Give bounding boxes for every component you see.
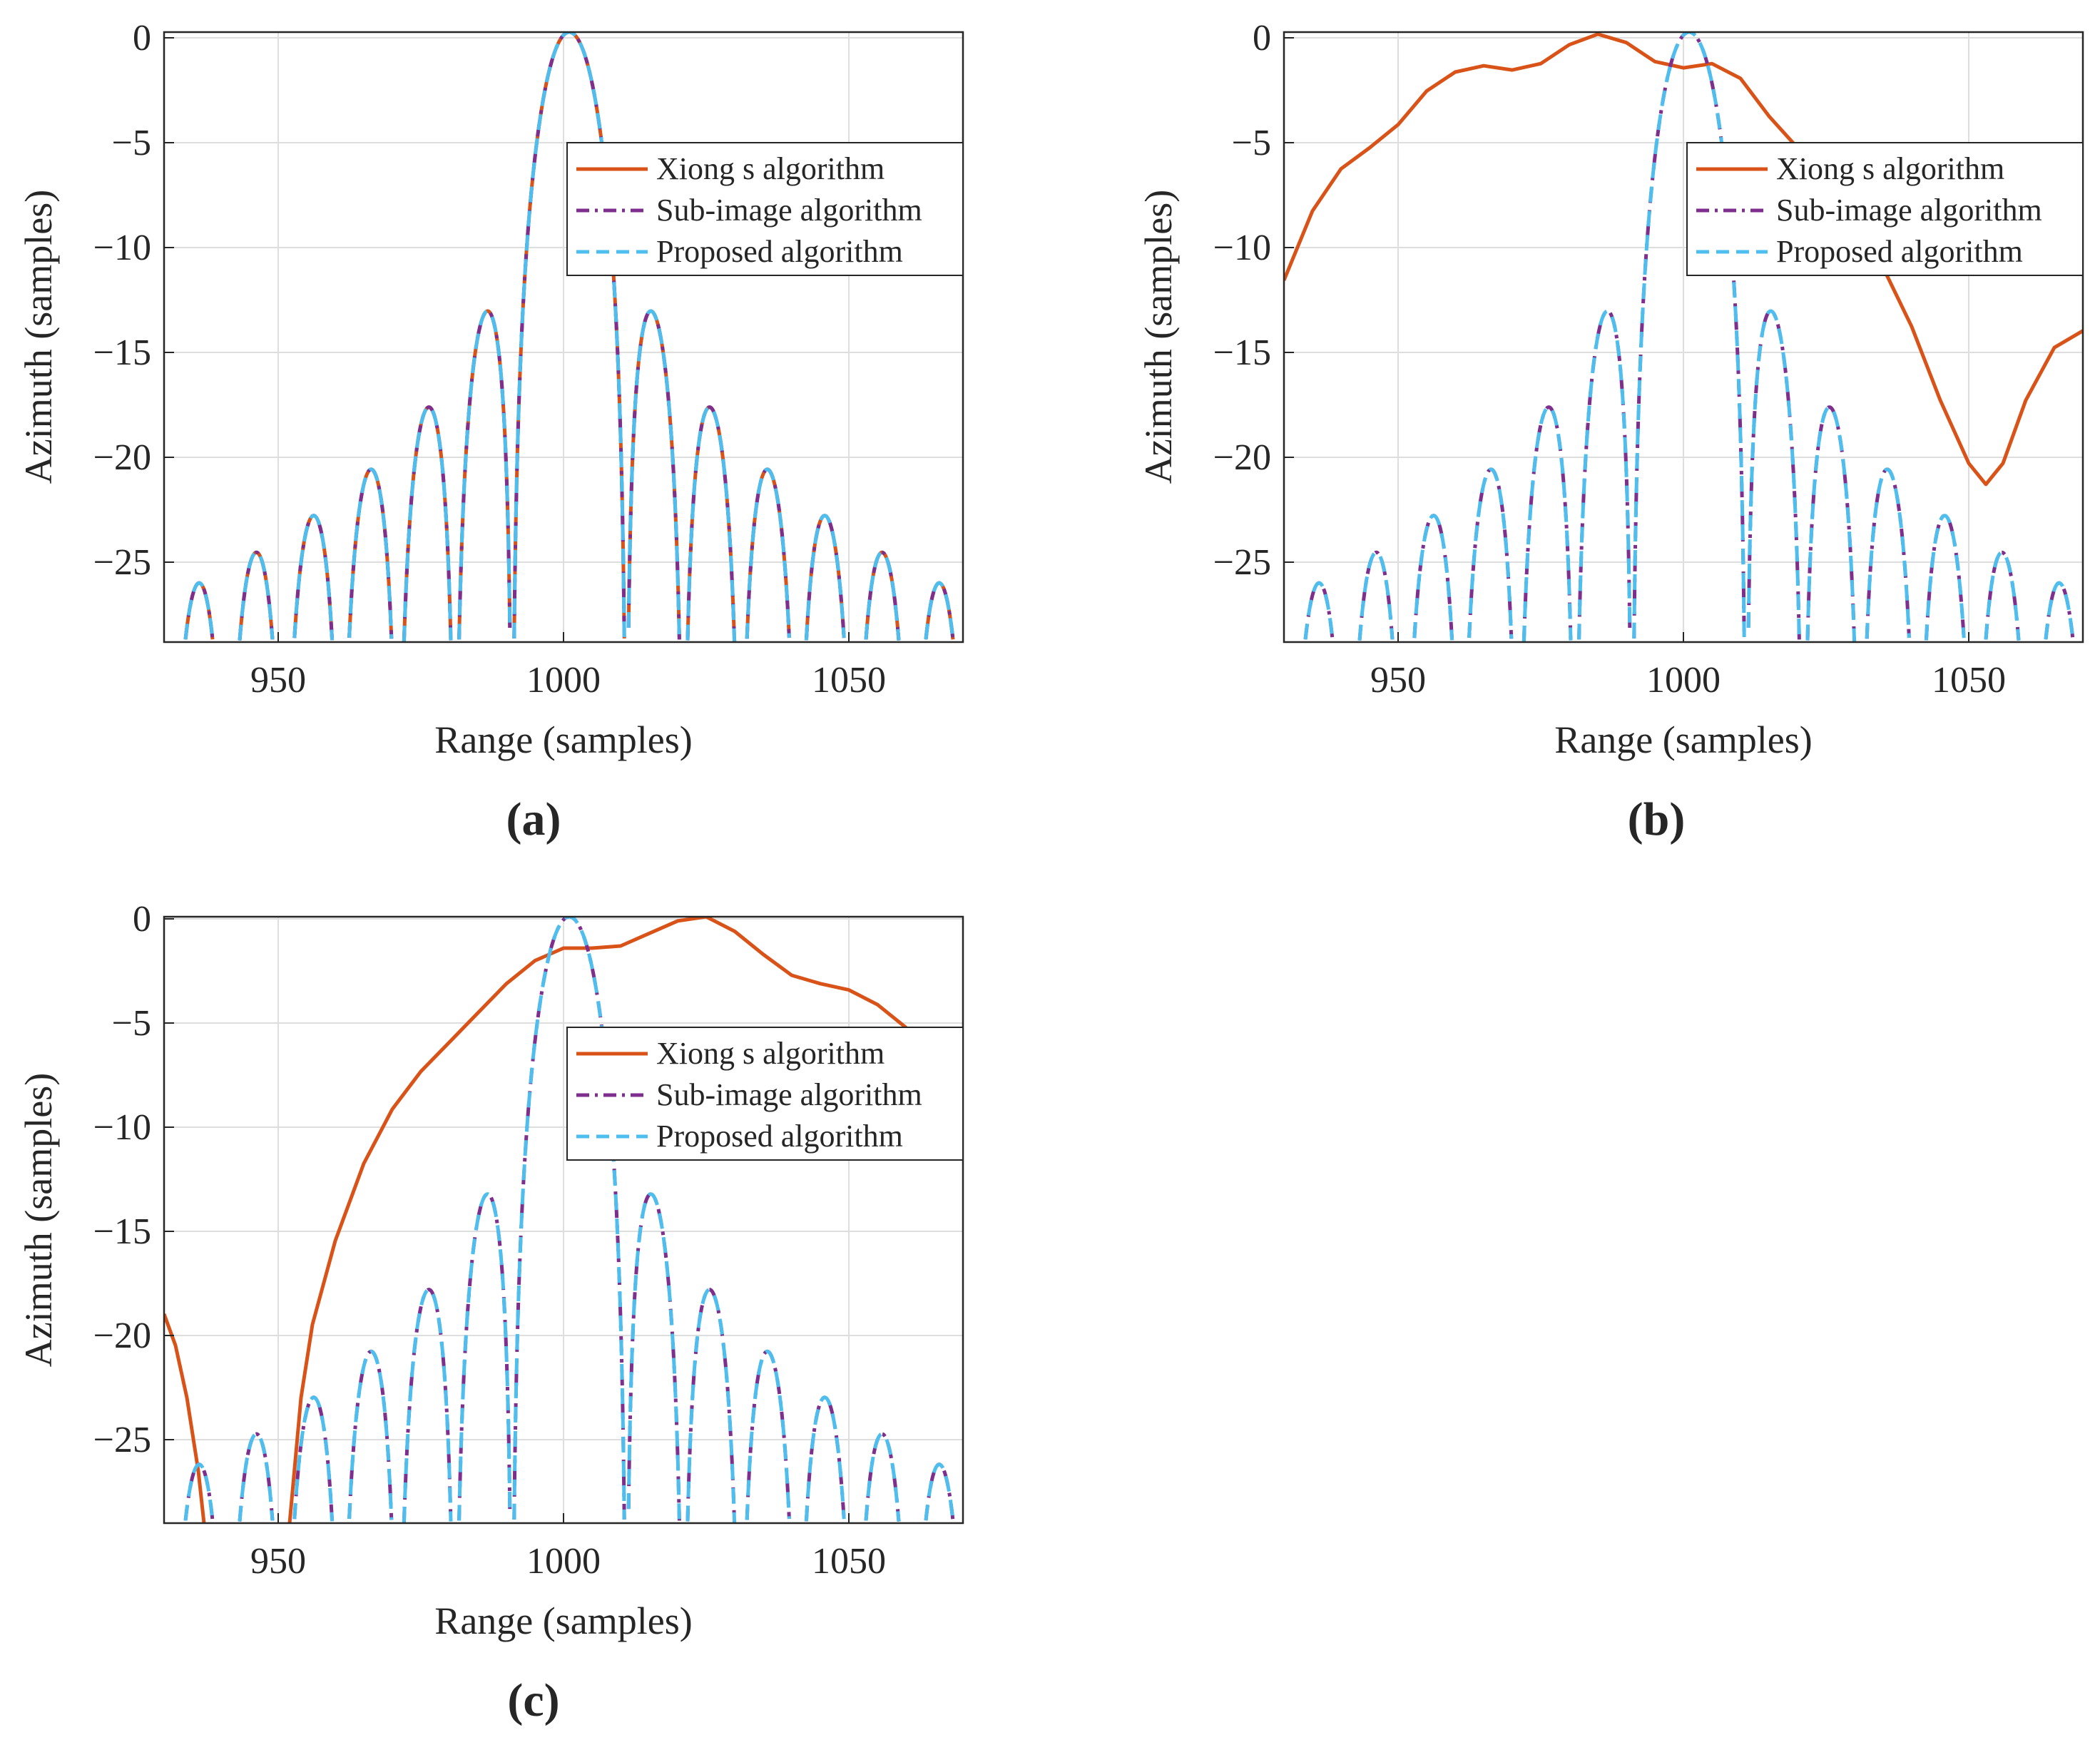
y-tick-label: 0 [133,899,151,940]
legend-label-sub-image: Sub-image algorithm [656,1077,922,1112]
grid-x-c [277,917,850,1523]
y-axis-label: Azimuth (samples) [1137,190,1180,484]
y-tick-label: −15 [93,332,151,373]
series-line-proposed [183,917,955,1523]
panel-label-c: (c) [507,1674,559,1726]
y-tick-label: −5 [112,123,151,163]
x-tick-label: 1000 [1646,660,1721,701]
plot-area-a [183,32,955,642]
y-tick-label: 0 [1253,18,1271,58]
y-axis-label: Azimuth (samples) [17,190,60,484]
y-tick-label: −25 [93,1420,151,1460]
legend-label-proposed: Proposed algorithm [1776,234,2023,269]
y-tick-label: −20 [93,437,151,478]
y-ticks-a: 0 −5 −10 −15 −20 −25 [93,18,174,583]
panel-a: 950 1000 1050 0 −5 −10 −15 −20 −25 Range… [17,18,964,845]
grid-x-b [1397,32,1969,642]
x-tick-label: 950 [1370,660,1426,701]
panel-label-a: (a) [506,793,561,845]
y-tick-label: −15 [1213,332,1271,373]
y-tick-label: −15 [93,1211,151,1252]
x-tick-label: 1000 [526,660,601,701]
x-tick-label: 1050 [812,660,886,701]
y-tick-label: −10 [93,228,151,268]
legend-a: Xiong s algorithm Sub-image algorithm Pr… [566,142,964,276]
legend-label-xiong: Xiong s algorithm [656,1036,885,1071]
legend-c: Xiong s algorithm Sub-image algorithm Pr… [566,1027,964,1161]
y-tick-label: −25 [1213,542,1271,583]
panel-b: 950 1000 1050 0 −5 −10 −15 −20 −25 Range… [1137,18,2084,845]
grid-x-a [277,32,850,642]
y-tick-label: −5 [1232,123,1271,163]
y-tick-label: −20 [1213,437,1271,478]
x-ticks-a: 950 1000 1050 [250,632,886,701]
x-tick-label: 950 [250,1541,306,1582]
x-tick-label: 1000 [526,1541,601,1582]
y-tick-label: −10 [1213,228,1271,268]
x-tick-label: 950 [250,660,306,701]
series-line-proposed [1303,32,2075,642]
series-line-proposed [183,32,955,642]
x-ticks-c: 950 1000 1050 [250,1513,886,1582]
plot-area-b [1284,32,2083,642]
panel-c: 950 1000 1050 0 −5 −10 −15 −20 −25 Range… [17,899,964,1726]
legend-label-sub-image: Sub-image algorithm [1776,193,2042,228]
x-axis-label: Range (samples) [434,1599,692,1642]
panel-label-b: (b) [1628,793,1686,845]
y-tick-label: −25 [93,542,151,583]
legend-label-xiong: Xiong s algorithm [656,151,885,186]
legend-label-proposed: Proposed algorithm [656,1119,903,1154]
legend-label-proposed: Proposed algorithm [656,234,903,269]
y-ticks-c: 0 −5 −10 −15 −20 −25 [93,899,174,1460]
x-axis-label: Range (samples) [434,718,692,761]
y-axis-label: Azimuth (samples) [17,1073,60,1367]
y-tick-label: −10 [93,1107,151,1148]
x-tick-label: 1050 [1932,660,2006,701]
x-axis-label: Range (samples) [1554,718,1812,761]
x-ticks-b: 950 1000 1050 [1370,632,2006,701]
y-ticks-b: 0 −5 −10 −15 −20 −25 [1213,18,1294,583]
legend-label-xiong: Xiong s algorithm [1776,151,2004,186]
y-tick-label: 0 [133,18,151,58]
legend-b: Xiong s algorithm Sub-image algorithm Pr… [1686,142,2084,276]
legend-label-sub-image: Sub-image algorithm [656,193,922,228]
y-tick-label: −20 [93,1316,151,1356]
x-tick-label: 1050 [812,1541,886,1582]
y-tick-label: −5 [112,1003,151,1044]
series-line-xiong [1284,32,2083,487]
